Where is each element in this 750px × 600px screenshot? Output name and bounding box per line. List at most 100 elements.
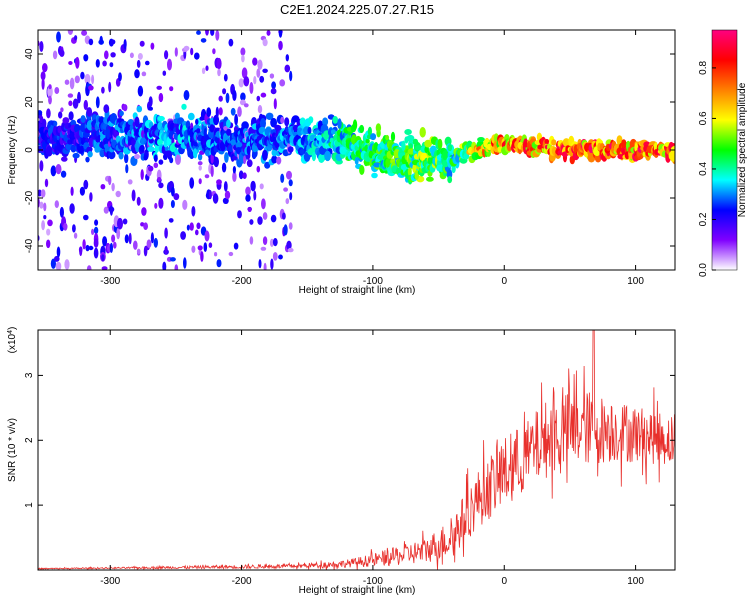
spectrogram-cell [193, 148, 198, 159]
spectrogram-noise-cell [86, 107, 93, 117]
spectrogram-cell [42, 118, 47, 129]
spectrogram-cell [99, 149, 106, 158]
spectrogram-noise-cell [198, 178, 202, 185]
spectrogram-noise-cell [115, 190, 121, 198]
spectrogram-noise-cell [137, 53, 143, 60]
spectrogram-noise-cell [141, 207, 147, 216]
spectrogram-noise-cell [153, 162, 159, 169]
spectrogram-cell [311, 151, 316, 162]
spectrogram-cell [262, 149, 268, 161]
spectrogram-noise-cell [167, 58, 172, 71]
spectrogram-cell [368, 150, 374, 159]
spectrogram-noise-cell [201, 67, 206, 75]
spectrogram-noise-cell [81, 30, 88, 36]
spectrogram-noise-cell [224, 190, 231, 200]
spectrogram-noise-cell [241, 54, 245, 63]
colorbar: 0.0 0.2 0.4 0.6 0.8 Normalized spectral ampl… [698, 29, 748, 277]
spectrogram-noise-cell [94, 219, 99, 226]
spectrogram-noise-cell [77, 91, 81, 104]
spectrogram-cell [61, 156, 68, 162]
spectrogram-noise-cell [60, 170, 67, 178]
spectrogram-cell [270, 117, 277, 128]
spectrogram-noise-cell [240, 92, 246, 101]
spectrogram-cell [209, 124, 215, 133]
spectrogram-noise-cell [68, 100, 73, 107]
spectrogram-noise-cell [108, 81, 112, 93]
spectrogram-cell [70, 144, 77, 153]
spectrogram-noise-cell [134, 69, 140, 79]
spectrogram-noise-cell [150, 232, 154, 244]
spectrogram-noise-cell [191, 245, 196, 253]
spectrogram-noise-cell [238, 170, 244, 180]
spectrogram-cell [157, 115, 165, 122]
spectrogram-noise-cell [79, 247, 83, 257]
spectrogram-noise-cell [285, 54, 289, 62]
spectrogram-cell [224, 152, 229, 163]
spectrogram-noise-cell [85, 244, 90, 252]
spectrogram-noise-cell [83, 99, 89, 111]
spectrogram-noise-cell [39, 41, 44, 52]
spectrogram-noise-cell [54, 200, 59, 209]
spectrogram-noise-cell [59, 49, 65, 57]
spectrogram-noise-cell [67, 30, 74, 35]
spectrogram-noise-cell [39, 160, 44, 172]
spectrogram-noise-cell [287, 247, 294, 253]
spectrogram-noise-cell [56, 246, 61, 258]
snr-y-axis-label: SNR (10 * v/v) [7, 418, 18, 482]
spectrogram-noise-cell [47, 85, 53, 98]
spectrogram-noise-cell [67, 93, 74, 98]
spectrogram-cell [226, 119, 231, 128]
spectrogram-noise-cell [169, 157, 174, 164]
snr-frame [37, 329, 676, 571]
spectrogram-noise-cell [208, 242, 213, 248]
spectrogram-cell [318, 153, 325, 163]
spectrogram-noise-cell [215, 30, 220, 41]
spectrogram-noise-cell [41, 77, 45, 90]
spectrogram-noise-cell [243, 76, 250, 87]
spectrogram-noise-cell [68, 61, 73, 65]
spectrogram-noise-cell [39, 201, 44, 209]
spectrogram-noise-cell [148, 96, 153, 107]
spectrogram-noise-cell [197, 161, 203, 166]
spectrogram-cell [551, 139, 557, 146]
spectrogram-noise-cell [102, 60, 107, 67]
spectrogram-noise-cell [257, 105, 263, 114]
spectrogram-noise-cell [91, 228, 95, 235]
spectrogram-noise-cell [228, 251, 234, 257]
spectrogram-noise-cell [43, 202, 47, 212]
spectrogram-y-tick-label: -20 [24, 190, 35, 205]
spectrogram-cell [196, 128, 201, 134]
spectrogram-noise-cell [157, 177, 162, 182]
spectrogram-noise-cell [158, 182, 164, 189]
colorbar-label: Normalized spectral amplitude [737, 82, 748, 217]
spectrogram-noise-cell [143, 154, 148, 161]
spectrogram-noise-cell [110, 52, 116, 58]
spectrogram-noise-cell [93, 238, 99, 248]
spectrogram-noise-cell [86, 265, 92, 270]
spectrogram-cell [139, 144, 145, 152]
spectrogram-noise-cell [109, 242, 113, 253]
spectrogram-noise-cell [249, 219, 254, 225]
spectrogram-noise-cell [195, 118, 199, 125]
spectrogram-noise-cell [250, 180, 256, 192]
spectrogram-cell [352, 119, 358, 130]
spectrogram-cell [322, 117, 329, 126]
spectrogram-noise-cell [80, 71, 85, 80]
spectrogram-noise-cell [162, 261, 167, 270]
snr-plot-area [38, 330, 675, 570]
spectrogram-x-tick-label: 100 [627, 276, 644, 287]
spectrogram-noise-cell [95, 59, 100, 68]
spectrogram-noise-cell [186, 224, 190, 231]
spectrogram-noise-cell [124, 234, 129, 244]
spectrogram-cell [437, 138, 443, 150]
spectrogram-noise-cell [285, 198, 290, 205]
snr-x-tick-label: 0 [501, 576, 507, 587]
spectrogram-noise-cell [241, 67, 248, 79]
spectrogram-noise-cell [171, 186, 175, 197]
spectrogram-noise-cell [56, 31, 61, 43]
spectrogram-cell [308, 116, 314, 124]
spectrogram-cell [412, 163, 417, 173]
spectrogram-cell [561, 151, 569, 157]
spectrogram-cell [147, 146, 155, 152]
spectrogram-noise-cell [153, 154, 158, 162]
